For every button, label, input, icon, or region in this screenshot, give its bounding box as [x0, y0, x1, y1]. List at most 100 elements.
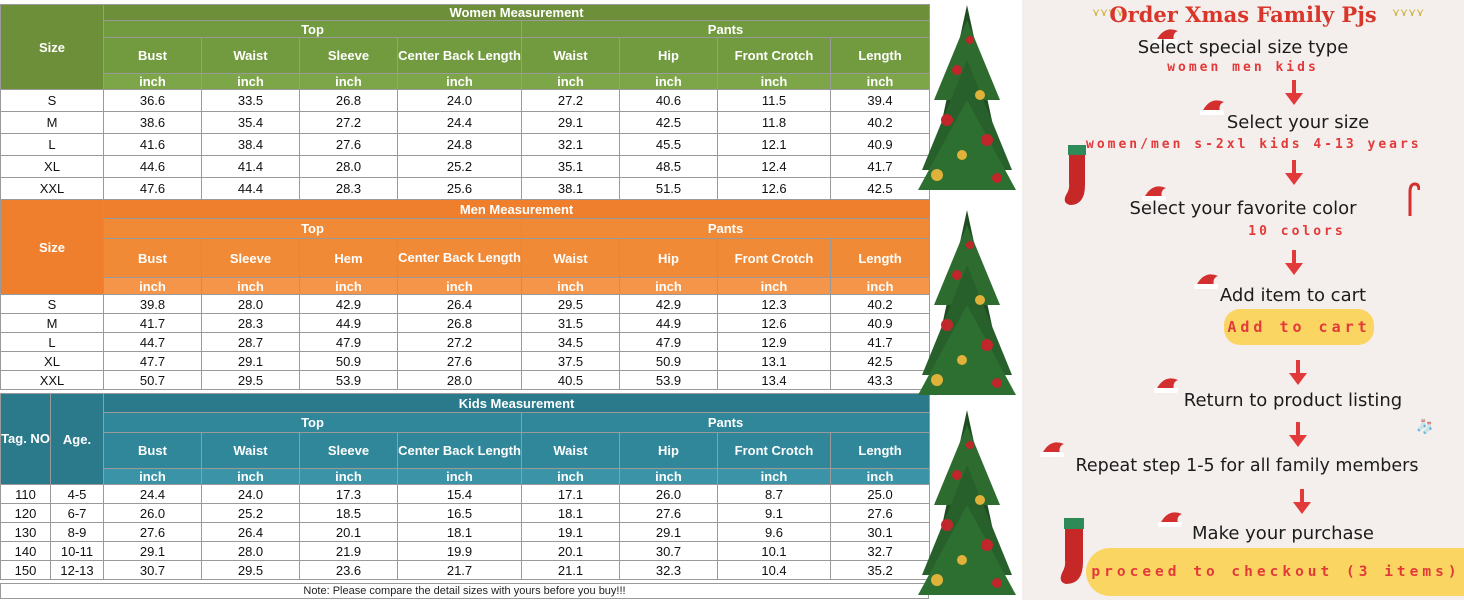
table-cell: 31.5	[521, 313, 620, 333]
unit-cell: inch	[103, 73, 202, 90]
table-cell: 9.1	[717, 503, 831, 523]
table-cell: 27.2	[397, 332, 522, 352]
step-1-sub: women men kids	[1167, 60, 1319, 75]
table-cell: 11.8	[717, 111, 831, 134]
table-cell: 15.4	[397, 484, 522, 504]
table-cell: 29.1	[521, 111, 620, 134]
unit-cell: inch	[201, 73, 300, 90]
table-cell: 18.1	[397, 522, 522, 542]
table-row: XL 44.6 41.4 28.0 25.2 35.1 48.5 12.4 41.7	[0, 155, 931, 178]
column-header: Bust	[103, 37, 202, 74]
column-header: Waist	[201, 37, 300, 74]
table-cell: 53.9	[619, 370, 718, 390]
table-cell: 50.9	[299, 351, 398, 371]
table-cell: 28.0	[299, 155, 398, 178]
table-cell: 21.1	[521, 560, 620, 580]
column-header: Waist	[521, 37, 620, 74]
table-cell: 34.5	[521, 332, 620, 352]
column-header: Front Crotch	[717, 238, 831, 278]
column-header: Length	[829, 238, 931, 278]
unit-cell: inch	[299, 73, 398, 90]
unit-cell: inch	[829, 73, 931, 90]
unit-cell: inch	[619, 468, 718, 485]
table-cell: 18.5	[299, 503, 398, 523]
column-header: Sleeve	[299, 37, 398, 74]
unit-cell: inch	[717, 468, 831, 485]
table-cell: 8-9	[50, 522, 104, 542]
table-cell: 12.6	[717, 313, 831, 333]
table-cell: 42.9	[619, 294, 718, 314]
santa-hat-icon	[1142, 186, 1166, 201]
table-row: XXL 47.6 44.4 28.3 25.6 38.1 51.5 12.6 42.5	[0, 177, 931, 200]
age-header: Age.	[50, 393, 104, 485]
table-cell: 13.4	[717, 370, 831, 390]
santa-hat-icon	[1158, 512, 1182, 527]
down-arrow-icon	[1289, 360, 1307, 385]
table-cell: 36.6	[103, 89, 202, 112]
table-title: Kids Measurement	[102, 393, 931, 413]
column-header: Waist	[521, 238, 620, 278]
table-cell: S	[0, 294, 104, 314]
santa-hat-icon	[1194, 274, 1218, 289]
table-cell: XXL	[0, 177, 104, 200]
santa-hat-icon	[1154, 29, 1178, 44]
column-header: Center Back Length	[397, 432, 522, 469]
table-cell: 13.1	[717, 351, 831, 371]
kids-size-table: Tag. NO Age. Kids Measurement Top Pants …	[0, 393, 931, 580]
table-cell: 17.3	[299, 484, 398, 504]
size-note: Note: Please compare the detail sizes wi…	[0, 583, 929, 599]
table-cell: 26.0	[619, 484, 718, 504]
table-cell: 12.9	[717, 332, 831, 352]
step-2-text: Select your size	[1226, 112, 1370, 133]
table-cell: 40.5	[521, 370, 620, 390]
add-to-cart-button[interactable]: Add to cart	[1224, 309, 1374, 345]
down-arrow-icon	[1285, 160, 1303, 185]
table-cell: 27.6	[619, 503, 718, 523]
table-cell: 40.6	[619, 89, 718, 112]
table-row: 140 10-11 29.1 28.0 21.9 19.9 20.1 30.7 10.1 32.7	[0, 541, 931, 561]
table-row: L 41.6 38.4 27.6 24.8 32.1 45.5 12.1 40.9	[0, 133, 931, 156]
table-cell: 28.0	[201, 294, 300, 314]
order-guide: ⋎⋎⋎⋎ Order Xmas Family Pjs ⋎⋎⋎⋎ Select s…	[1022, 0, 1464, 600]
table-cell: 11.5	[717, 89, 831, 112]
table-cell: S	[0, 89, 104, 112]
santa-hat-icon	[1200, 100, 1224, 115]
table-cell: 47.6	[103, 177, 202, 200]
christmas-tree-icon	[918, 5, 1016, 595]
column-header: Hip	[619, 238, 718, 278]
table-cell: 44.7	[103, 332, 202, 352]
table-cell: L	[0, 133, 104, 156]
table-cell: 38.4	[201, 133, 300, 156]
unit-cell: inch	[397, 73, 522, 90]
unit-cell: inch	[397, 277, 522, 295]
checkout-button[interactable]: proceed to checkout (3 items)	[1086, 548, 1464, 596]
table-cell: 28.0	[397, 370, 522, 390]
step-5-text: Return to product listing	[1183, 390, 1403, 411]
table-cell: 12-13	[50, 560, 104, 580]
step-7-text: Make your purchase	[1192, 523, 1374, 544]
table-cell: 140	[0, 541, 51, 561]
column-header: Hip	[619, 37, 718, 74]
table-cell: 29.1	[619, 522, 718, 542]
table-cell: 21.7	[397, 560, 522, 580]
column-header: Hem	[299, 238, 398, 278]
unit-cell: inch	[521, 73, 620, 90]
step-3-sub: 10 colors	[1248, 224, 1346, 239]
unit-cell: inch	[829, 277, 931, 295]
table-cell: 51.5	[619, 177, 718, 200]
pants-group-header: Pants	[520, 412, 931, 433]
table-cell: 110	[0, 484, 51, 504]
table-cell: 18.1	[521, 503, 620, 523]
table-cell: 29.5	[521, 294, 620, 314]
table-row: M 41.7 28.3 44.9 26.8 31.5 44.9 12.6 40.9	[0, 313, 931, 333]
table-row: M 38.6 35.4 27.2 24.4 29.1 42.5 11.8 40.2	[0, 111, 931, 134]
table-cell: 50.7	[103, 370, 202, 390]
table-cell: 39.8	[103, 294, 202, 314]
table-cell: 10.1	[717, 541, 831, 561]
table-cell: 42.5	[619, 111, 718, 134]
size-chart: Size Women Measurement Top Pants Bust Wa…	[0, 4, 931, 599]
table-cell: 47.9	[299, 332, 398, 352]
unit-cell: inch	[299, 468, 398, 485]
table-cell: 43.3	[829, 370, 931, 390]
table-cell: 33.5	[201, 89, 300, 112]
